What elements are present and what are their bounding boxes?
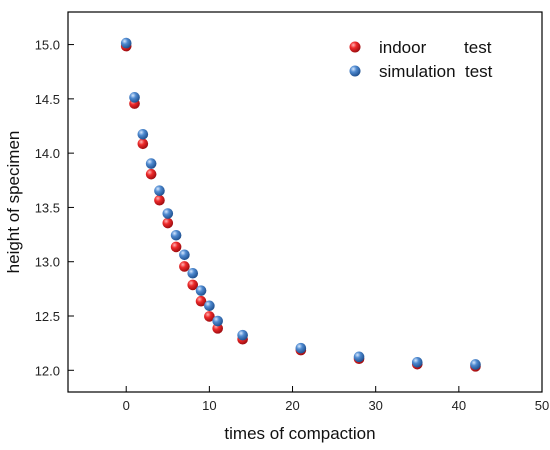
- legend-marker: [349, 65, 361, 77]
- y-axis: 12.0 12.5 13.0 13.5 14.0 14.5 15.0: [35, 38, 74, 378]
- x-axis-title: times of compaction: [224, 424, 375, 443]
- data-point: [187, 267, 199, 279]
- data-point: [162, 217, 174, 229]
- y-axis-title: height of specimen: [4, 131, 23, 274]
- data-point: [295, 342, 307, 354]
- x-tick-label: 40: [452, 398, 466, 413]
- data-point: [179, 249, 190, 261]
- x-axis: 0 10 20 30 40 50: [123, 386, 549, 413]
- legend-label: indoor test: [379, 38, 492, 57]
- data-point: [187, 279, 199, 291]
- data-point: [195, 285, 207, 296]
- legend-label: simulation test: [379, 62, 493, 81]
- data-point: [137, 138, 149, 150]
- y-tick-label: 13.0: [35, 255, 60, 270]
- legend: indoor test simulation test: [349, 38, 493, 81]
- data-point: [179, 261, 190, 272]
- data-point: [154, 194, 165, 206]
- y-tick-label: 15.0: [35, 38, 60, 53]
- data-point: [129, 92, 140, 103]
- data-point: [212, 315, 223, 327]
- data-point: [162, 208, 174, 219]
- y-tick-label: 12.0: [35, 363, 60, 378]
- series-simulation-test: [120, 37, 481, 370]
- data-point: [170, 241, 182, 253]
- data-point: [154, 185, 165, 197]
- plot-area-frame: [67, 11, 543, 393]
- data-point: [353, 351, 365, 363]
- data-point: [204, 300, 215, 312]
- legend-marker: [349, 41, 361, 53]
- series-indoor-test: [120, 40, 481, 372]
- data-point: [170, 229, 182, 241]
- x-tick-label: 0: [123, 398, 130, 413]
- x-tick-label: 10: [202, 398, 216, 413]
- data-point: [120, 37, 132, 49]
- data-point: [470, 359, 481, 370]
- y-tick-label: 13.5: [35, 200, 60, 215]
- data-point: [137, 128, 149, 140]
- data-point: [145, 168, 157, 180]
- data-point: [212, 323, 223, 334]
- x-tick-label: 50: [535, 398, 549, 413]
- data-series: [120, 37, 481, 372]
- data-point: [204, 311, 215, 322]
- x-tick-label: 20: [285, 398, 299, 413]
- y-tick-label: 12.5: [35, 309, 60, 324]
- data-point: [145, 158, 157, 169]
- y-tick-label: 14.0: [35, 146, 60, 161]
- data-point: [411, 356, 423, 368]
- data-point: [195, 295, 207, 307]
- data-point: [237, 329, 248, 341]
- x-tick-label: 30: [368, 398, 382, 413]
- y-tick-label: 14.5: [35, 92, 60, 107]
